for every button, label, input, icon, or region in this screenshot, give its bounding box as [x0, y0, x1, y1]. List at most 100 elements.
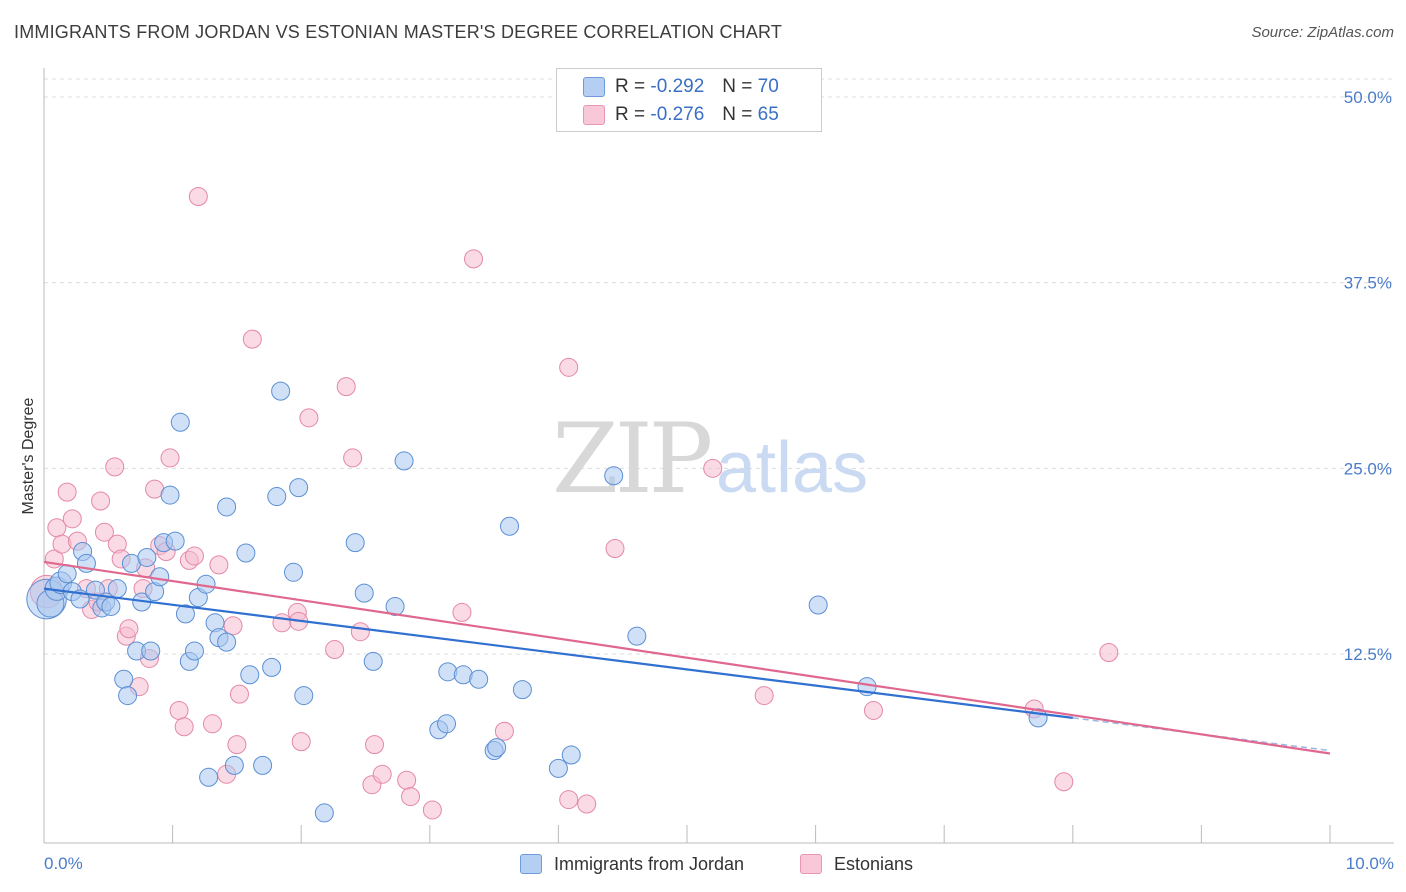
series-jordan-points [26, 381, 1048, 823]
data-point-jordan [114, 669, 134, 689]
data-point-jordan [217, 497, 237, 517]
data-point-jordan [561, 745, 581, 765]
data-point-jordan [262, 657, 282, 677]
legend-n-label: N = [722, 76, 753, 97]
data-point-estonians [223, 616, 243, 636]
data-point-estonians [494, 721, 514, 741]
data-point-jordan [141, 641, 161, 661]
data-point-estonians [559, 790, 579, 810]
data-point-estonians [336, 377, 356, 397]
data-point-estonians [242, 329, 262, 349]
data-point-jordan [253, 755, 273, 775]
trend-line-jordan-extension [1072, 717, 1331, 752]
y-tick-label: 12.5% [1344, 645, 1392, 664]
data-point-estonians [209, 555, 229, 575]
x-tick-label: 10.0% [1346, 854, 1394, 873]
data-point-jordan [438, 662, 458, 682]
data-point-estonians [372, 764, 392, 784]
data-point-estonians [184, 546, 204, 566]
watermark: ZIP atlas [552, 403, 868, 515]
data-point-estonians [229, 684, 249, 704]
data-point-estonians [452, 602, 472, 622]
data-point-jordan [808, 595, 828, 615]
legend-r-value-jordan: -0.292 [650, 76, 705, 97]
bottom-legend-swatch-jordan [520, 854, 542, 874]
data-point-estonians [325, 640, 345, 660]
data-point-jordan [487, 738, 507, 758]
data-point-estonians [57, 482, 77, 502]
data-point-jordan [363, 651, 383, 671]
legend-n-value-jordan: 70 [757, 76, 779, 97]
data-point-estonians [605, 539, 625, 559]
data-point-estonians [174, 717, 194, 737]
data-point-jordan [165, 531, 185, 551]
legend-n-value-estonians: 65 [757, 104, 779, 125]
x-tick-label: 0.0% [44, 854, 83, 873]
data-point-estonians [272, 613, 292, 633]
data-point-jordan [175, 604, 195, 624]
data-point-estonians [343, 448, 363, 468]
legend-swatch-jordan [583, 77, 605, 97]
data-point-estonians [160, 448, 180, 468]
data-point-estonians [397, 770, 417, 790]
data-point-estonians [365, 735, 385, 755]
data-point-estonians [202, 714, 222, 734]
data-point-estonians [188, 187, 208, 207]
data-point-jordan [354, 583, 374, 603]
trend-line-jordan [43, 587, 1073, 719]
data-point-estonians [62, 509, 82, 529]
y-tick-label: 50.0% [1344, 88, 1392, 107]
data-point-jordan [283, 562, 303, 582]
data-point-estonians [105, 457, 125, 477]
data-point-estonians [52, 534, 72, 554]
data-point-jordan [224, 755, 244, 775]
data-point-jordan [512, 680, 532, 700]
data-point-estonians [559, 357, 579, 377]
y-tick-label: 37.5% [1344, 274, 1392, 293]
data-point-estonians [401, 787, 421, 807]
grid-lines [44, 78, 1394, 655]
data-point-jordan [345, 533, 365, 553]
legend: R = -0.292 N = 70 R = -0.276 N = 65 [556, 68, 822, 132]
data-point-estonians [422, 800, 442, 820]
chart-title: IMMIGRANTS FROM JORDAN VS ESTONIAN MASTE… [14, 22, 783, 42]
trend-lines [43, 560, 1331, 755]
data-point-jordan [289, 478, 309, 498]
legend-r-label: R = [615, 76, 646, 97]
data-point-estonians [94, 522, 114, 542]
data-point-estonians [1099, 643, 1119, 663]
data-point-jordan [101, 596, 121, 616]
data-point-estonians [169, 700, 189, 720]
bottom-legend-label-jordan: Immigrants from Jordan [554, 853, 745, 874]
data-point-jordan [394, 451, 414, 471]
legend-r-value-estonians: -0.276 [650, 104, 705, 125]
data-point-jordan [118, 686, 138, 706]
legend-row-estonians: R = -0.276 N = 65 [615, 103, 779, 127]
legend-n-label: N = [722, 104, 753, 125]
data-point-jordan [137, 547, 157, 567]
watermark-zip: ZIP [552, 403, 711, 515]
data-point-estonians [1054, 772, 1074, 792]
data-point-estonians [227, 735, 247, 755]
data-point-jordan [267, 487, 287, 507]
data-point-estonians [754, 686, 774, 706]
trend-line-estonians [43, 560, 1331, 755]
data-point-jordan [271, 381, 291, 401]
data-point-estonians [703, 458, 723, 478]
data-point-estonians [299, 408, 319, 428]
data-point-estonians [91, 491, 111, 511]
legend-swatch-estonians [583, 105, 605, 125]
data-point-jordan [107, 579, 127, 599]
data-point-jordan [57, 564, 77, 584]
data-point-jordan [240, 665, 260, 685]
axes [43, 68, 1394, 844]
data-point-estonians [350, 622, 370, 642]
data-point-jordan [170, 412, 190, 432]
data-point-jordan [314, 803, 334, 823]
bottom-legend-estonians: Estonians [800, 852, 913, 876]
y-tick-label: 25.0% [1344, 459, 1392, 478]
watermark-atlas: atlas [716, 428, 868, 508]
bottom-legend-label-estonians: Estonians [834, 853, 914, 874]
data-point-jordan [385, 596, 405, 616]
